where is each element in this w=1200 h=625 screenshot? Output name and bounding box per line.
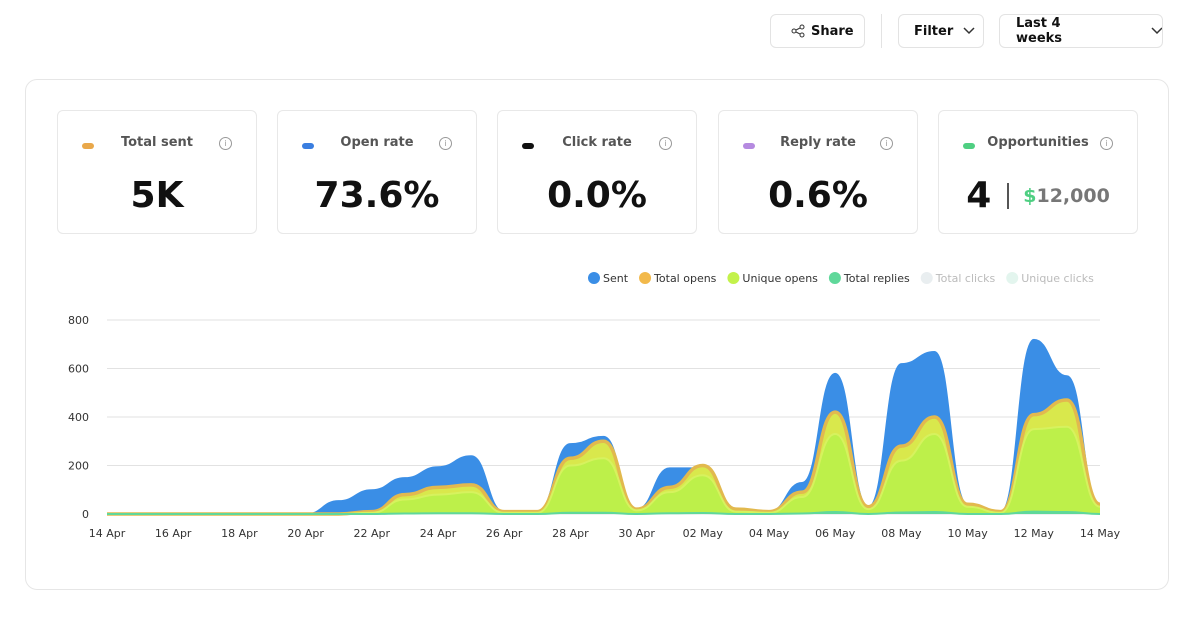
stat-dot (963, 143, 975, 149)
filter-label: Filter (914, 23, 954, 39)
separator (881, 14, 882, 48)
info-icon: i (439, 137, 452, 150)
stat-number: 4 (966, 175, 992, 216)
stat-card: Click rate i 0.0% (497, 110, 697, 234)
share-button[interactable]: Share (770, 14, 865, 48)
stat-value: 73.6% (278, 175, 476, 216)
stat-dot (82, 143, 94, 149)
info-icon: i (1100, 137, 1113, 150)
stat-label: Opportunities (987, 135, 1089, 150)
stat-card: Reply rate i 0.6% (718, 110, 918, 234)
stat-number: 0.0% (547, 175, 647, 216)
share-label: Share (811, 23, 854, 39)
stat-label: Reply rate (780, 135, 856, 150)
stat-value: 0.6% (719, 175, 917, 216)
info-icon: i (219, 137, 232, 150)
stat-value: 4 $12,000 (939, 175, 1137, 216)
stat-card: Total sent i 5K (57, 110, 257, 234)
stat-value: 0.0% (498, 175, 696, 216)
chevron (1151, 27, 1162, 35)
range-dropdown[interactable]: Last 4 weeks (999, 14, 1163, 48)
stat-value: 5K (58, 175, 256, 216)
stat-dot (302, 143, 314, 149)
filter-button[interactable]: Filter (898, 14, 984, 48)
chevron (963, 27, 975, 35)
stat-dot (743, 143, 755, 149)
range-label: Last 4 weeks (1016, 16, 1063, 46)
analytics-panel (25, 79, 1169, 590)
stat-label: Click rate (562, 135, 632, 150)
stat-label: Total sent (120, 135, 194, 150)
stat-dot (522, 143, 534, 149)
stat-number: 0.6% (768, 175, 868, 216)
info-icon: i (659, 137, 672, 150)
stat-number: 5K (130, 175, 184, 216)
info-icon: i (880, 137, 893, 150)
stat-number: 73.6% (314, 175, 440, 216)
share-icon (791, 24, 805, 38)
divider (1007, 182, 1010, 209)
stat-card: Opportunities i 4 $12,000 (938, 110, 1138, 234)
stat-card: Open rate i 73.6% (277, 110, 477, 234)
currency: $ (1023, 184, 1037, 207)
stat-label: Open rate (340, 135, 414, 150)
amount: 12,000 (1036, 184, 1110, 207)
